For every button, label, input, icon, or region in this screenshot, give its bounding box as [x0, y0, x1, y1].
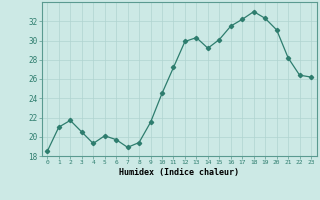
X-axis label: Humidex (Indice chaleur): Humidex (Indice chaleur) — [119, 168, 239, 177]
